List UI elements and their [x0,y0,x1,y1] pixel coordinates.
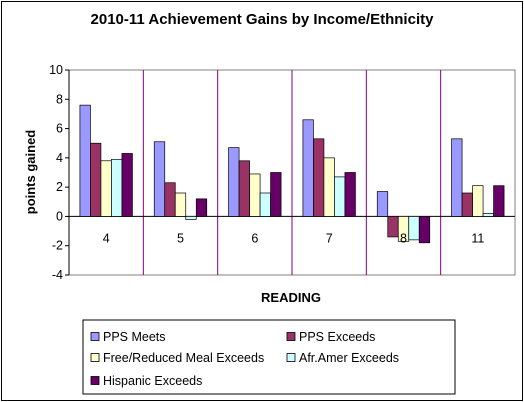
bar [376,191,389,217]
bar [313,138,325,217]
y-tick-label: 4 [56,151,63,165]
legend-swatch [90,332,100,341]
bar [249,173,261,217]
legend-label: PPS Meets [103,330,166,344]
x-tick-label: 8 [400,231,407,245]
bar [302,119,314,217]
bar [228,147,240,217]
bar [185,216,197,220]
y-axis-label: points gained [23,130,38,215]
legend-swatch [90,376,100,385]
y-tick-label: -4 [52,268,63,282]
bar [111,158,123,217]
bar [418,216,431,244]
legend-swatch [90,353,100,362]
bar [90,142,102,217]
bar [408,216,420,241]
legend-label: PPS Exceeds [299,330,375,344]
bar [461,192,473,217]
bar [121,153,133,217]
bar [153,141,166,217]
bar [472,185,484,217]
y-tick-label: 8 [56,92,63,106]
bar [334,176,346,217]
bar [493,185,505,217]
x-tick-label: 11 [471,231,484,245]
bar [259,192,271,217]
x-tick-labels: 4 5 6 7 8 11 [103,231,485,245]
legend-label: Afr.Amer Exceeds [299,351,399,365]
legend-swatch [286,353,296,362]
bars [79,104,505,244]
x-tick-label: 7 [326,231,333,245]
legend-items: PPS Meets PPS Exceeds Free/Reduced Meal Ex… [90,330,399,388]
bar [174,192,187,217]
chart-title: 2010-11 Achievement Gains by Income/Ethn… [91,11,435,28]
legend-label: Free/Reduced Meal Exceeds [103,351,264,365]
legend [82,319,456,395]
y-tick-label: 6 [56,122,63,136]
x-axis-label: READING [261,290,321,305]
bar [195,198,208,217]
bar [238,160,250,217]
y-axis: -4 -2 0 2 4 6 8 10 [49,63,515,282]
legend-swatch [286,332,296,341]
legend-label: Hispanic Exceeds [103,374,202,388]
bar [164,182,176,217]
bar [482,213,494,217]
bar [451,138,463,217]
x-tick-label: 5 [177,231,184,245]
y-tick-label: 2 [56,180,63,194]
bar [387,216,399,238]
y-tick-label: -2 [52,239,63,253]
bar [323,157,335,217]
bar [344,172,356,217]
bar [79,104,91,217]
y-tick-label: 10 [49,63,63,77]
bar [270,172,282,217]
x-tick-label: 4 [103,231,110,245]
category-separators [142,70,442,275]
x-tick-label: 6 [251,231,258,245]
y-tick-label: 0 [56,209,63,223]
bar [100,160,112,217]
